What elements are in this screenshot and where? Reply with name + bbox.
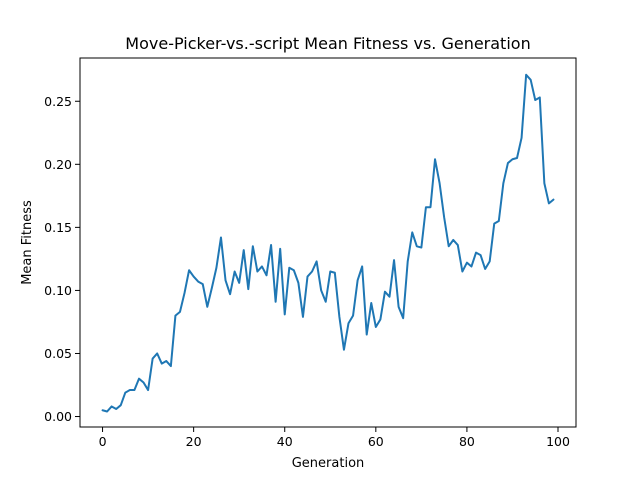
x-axis-label: Generation [292, 456, 365, 471]
chart-title: Move-Picker-vs.-script Mean Fitness vs. … [125, 34, 530, 53]
y-tick-label: 0.10 [44, 283, 72, 298]
plot-frame [79, 57, 577, 428]
x-tick-label: 100 [546, 434, 570, 449]
x-tick-label: 40 [277, 434, 293, 449]
x-axis: 0 20 40 60 80 100 [99, 427, 570, 449]
y-tick-label: 0.20 [44, 157, 72, 172]
y-axis: 0.00 0.05 0.10 0.15 0.20 0.25 [44, 94, 80, 424]
y-tick-label: 0.25 [44, 94, 72, 109]
y-tick-label: 0.15 [44, 220, 72, 235]
x-tick-label: 60 [368, 434, 384, 449]
y-tick-label: 0.00 [44, 409, 72, 424]
y-axis-label: Mean Fitness [20, 200, 35, 285]
x-tick-label: 20 [186, 434, 202, 449]
x-tick-label: 80 [459, 434, 475, 449]
y-tick-label: 0.05 [44, 346, 72, 361]
x-tick-label: 0 [99, 434, 107, 449]
plot-area [79, 57, 577, 428]
series-line [101, 73, 555, 413]
